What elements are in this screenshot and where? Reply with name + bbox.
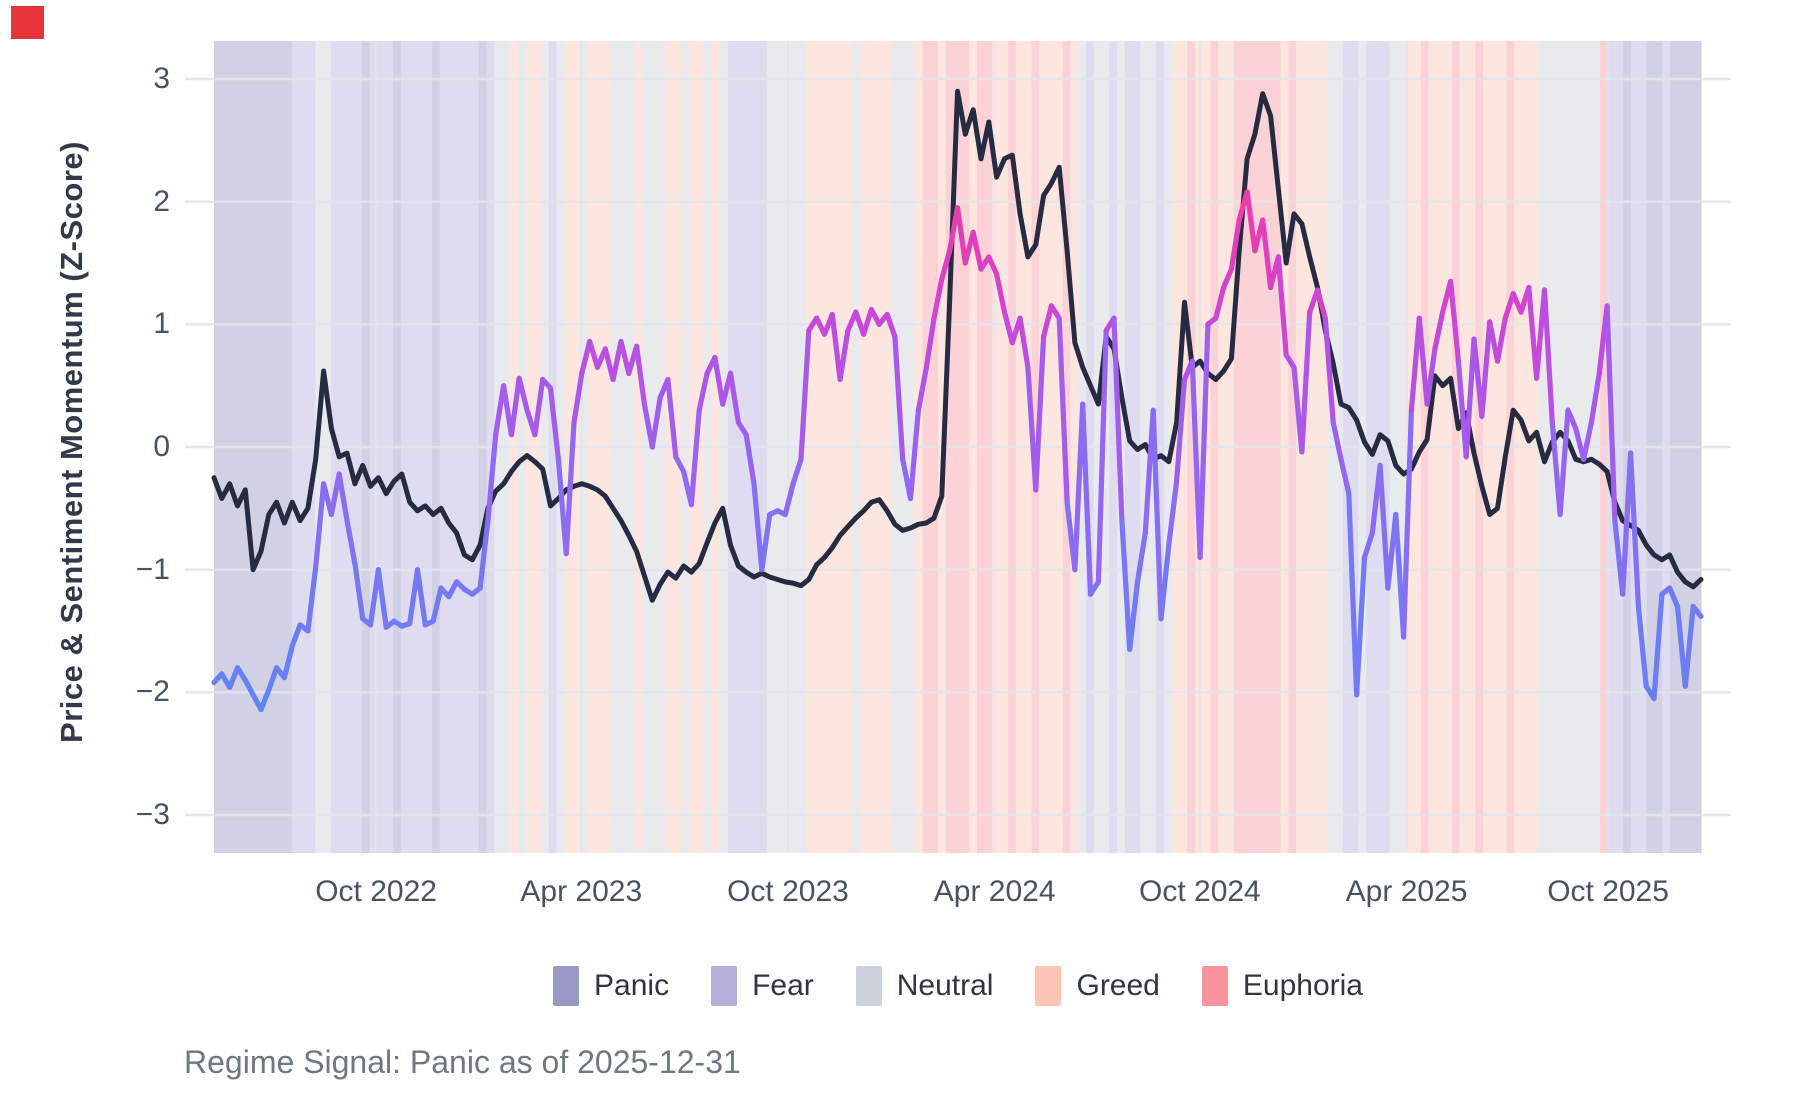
regime-chart-canvas <box>185 41 1731 853</box>
y-tick-label: 1 <box>153 307 170 341</box>
regime-signal-caption: Regime Signal: Panic as of 2025-12-31 <box>184 1044 741 1080</box>
legend-label: Euphoria <box>1242 969 1363 1002</box>
legend-swatch-icon <box>855 966 882 1006</box>
legend-item-fear: Fear <box>711 966 814 1006</box>
legend-swatch-icon <box>711 966 738 1006</box>
regime-legend: Panic Fear Neutral Greed Euphoria <box>185 966 1731 1006</box>
y-tick-label: −1 <box>135 552 170 586</box>
legend-label: Neutral <box>896 969 994 1002</box>
y-axis-title: Price & Sentiment Momentum (Z-Score) <box>54 141 89 743</box>
x-tick-label: Oct 2023 <box>727 875 849 908</box>
x-tick-label: Apr 2025 <box>1345 875 1468 908</box>
x-tick-label: Apr 2024 <box>933 875 1056 908</box>
x-tick-label: Apr 2023 <box>520 875 643 908</box>
legend-label: Greed <box>1076 969 1160 1002</box>
price-line <box>211 88 1704 603</box>
y-tick-label: 2 <box>153 184 170 218</box>
legend-item-panic: Panic <box>553 966 669 1006</box>
y-tick-label: 0 <box>153 430 170 463</box>
legend-item-greed: Greed <box>1035 966 1160 1006</box>
y-tick-label: −3 <box>135 797 170 831</box>
corner-marker <box>11 6 44 39</box>
legend-label: Fear <box>752 969 814 1002</box>
legend-swatch-icon <box>553 966 580 1006</box>
y-tick-label: 3 <box>153 62 170 96</box>
sentiment-line <box>211 189 1704 713</box>
x-tick-label: Oct 2024 <box>1139 875 1261 908</box>
legend-swatch-icon <box>1035 966 1062 1006</box>
legend-item-neutral: Neutral <box>855 966 994 1006</box>
x-tick-label: Oct 2025 <box>1547 875 1669 908</box>
y-tick-label: −2 <box>135 675 170 709</box>
x-tick-label: Oct 2022 <box>315 875 437 908</box>
legend-label: Panic <box>594 969 670 1002</box>
legend-swatch-icon <box>1201 966 1228 1006</box>
legend-item-euphoria: Euphoria <box>1201 966 1363 1006</box>
grid <box>185 41 1731 853</box>
